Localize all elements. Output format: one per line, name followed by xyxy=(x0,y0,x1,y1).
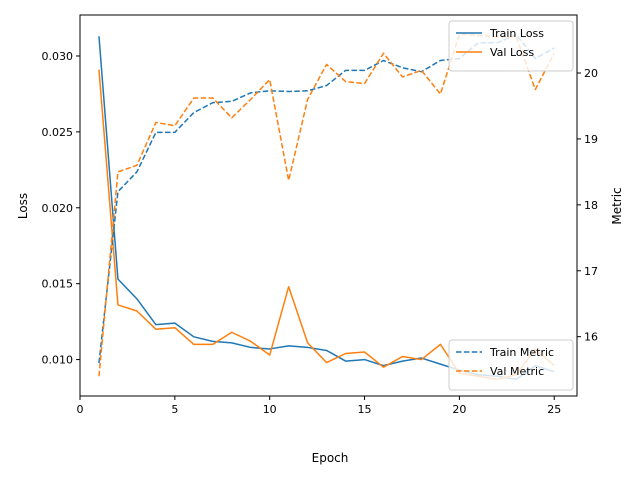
y-axis-label-right: Metric xyxy=(610,187,624,224)
series-line-train-metric xyxy=(98,34,555,364)
x-tick-label: 0 xyxy=(77,403,84,416)
y-left-tick-label: 0.020 xyxy=(42,202,74,215)
x-tick-label: 20 xyxy=(452,403,466,416)
x-axis-label: Epoch xyxy=(312,451,349,465)
y-left-tick-label: 0.010 xyxy=(42,354,74,367)
x-tick-label: 5 xyxy=(171,403,178,416)
x-tick-label: 10 xyxy=(263,403,277,416)
y-left-tick-label: 0.025 xyxy=(42,126,74,139)
legend-label-train-metric: Train Metric xyxy=(489,346,554,359)
y-right-tick-label: 17 xyxy=(584,265,598,278)
plot-frame xyxy=(79,14,578,397)
y-axis-label-left: Loss xyxy=(16,193,30,219)
y-right-tick-label: 19 xyxy=(584,133,598,146)
x-tick-label: 25 xyxy=(547,403,561,416)
y-right-tick-label: 18 xyxy=(584,199,598,212)
y-left-tick-label: 0.030 xyxy=(42,50,74,63)
axes-layer: 0 5 10 15 20 25 0.010 0.015 0.020 0.025 0.030 16 17 1… xyxy=(42,50,599,416)
y-right-tick-label: 20 xyxy=(584,67,598,80)
x-tick-label: 15 xyxy=(358,403,372,416)
legend-label-val-metric: Val Metric xyxy=(490,365,544,378)
legend-label-train-loss: Train Loss xyxy=(489,27,544,40)
legend-label-val-loss: Val Loss xyxy=(490,46,534,59)
legend-layer: Train Loss Val Loss Train Metric Val Metric xyxy=(448,20,574,391)
y-right-tick-label: 16 xyxy=(584,331,598,344)
y-left-tick-label: 0.015 xyxy=(42,278,74,291)
